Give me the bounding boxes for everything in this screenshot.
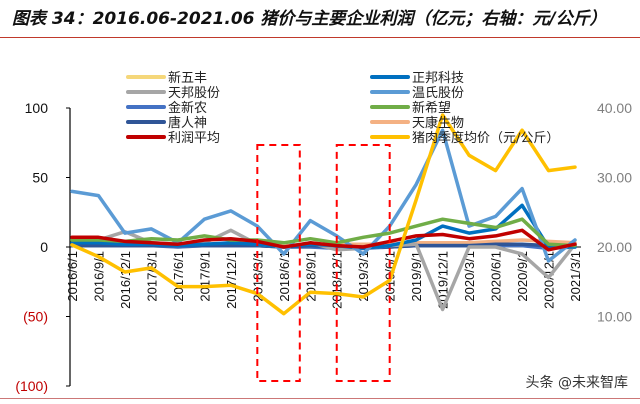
left-axis-tick-label: (100) <box>15 378 48 394</box>
x-axis-tick-label: 2020/3/1 <box>462 251 477 302</box>
right-axis-tick-label: 30.00 <box>597 170 632 186</box>
series-line-4 <box>70 228 577 252</box>
legend-label: 天邦股份 <box>168 86 220 101</box>
series-line-9 <box>70 113 577 316</box>
legend-label: 唐人神 <box>168 115 207 131</box>
right-axis-tick-label: 20.00 <box>597 239 632 255</box>
x-axis-tick-label: 2018/6/1 <box>277 251 292 302</box>
watermark: 头条 @未来智库 <box>525 375 628 391</box>
series-line-6 <box>70 128 577 263</box>
x-axis-tick-label: 2019/12/1 <box>436 251 451 309</box>
x-axis-tick-label: 2020/9/1 <box>515 251 530 302</box>
x-axis-tick-label: 2018/9/1 <box>303 251 318 302</box>
right-axis-tick-label: 40.00 <box>597 100 632 116</box>
legend-label: 天康生物 <box>412 115 464 131</box>
left-axis-tick-label: 100 <box>25 100 49 116</box>
series-line-7 <box>70 217 577 248</box>
legend-label: 新五丰 <box>168 70 207 86</box>
bottom-divider <box>0 398 640 399</box>
title-divider <box>0 37 640 38</box>
x-axis-tick-label: 2016/12/1 <box>118 251 133 309</box>
x-axis-tick-label: 2019/9/1 <box>409 251 424 302</box>
x-axis-tick-label: 2017/3/1 <box>144 251 159 302</box>
x-axis-tick-label: 2017/6/1 <box>171 251 186 302</box>
legend-label: 正邦科技 <box>412 71 464 86</box>
x-axis-tick-label: 2017/9/1 <box>197 251 212 302</box>
left-axis-tick-label: 0 <box>40 239 48 255</box>
x-axis-tick-label: 2016/9/1 <box>91 251 106 302</box>
chart-title: 图表 34：2016.06-2021.06 猪价与主要企业利润（亿元；右轴：元/… <box>12 9 607 29</box>
x-axis-tick-label: 2020/12/1 <box>542 251 557 309</box>
left-axis-tick-label: (50) <box>23 309 48 325</box>
left-axis-tick-label: 50 <box>32 170 48 186</box>
x-axis-tick-label: 2019/3/1 <box>356 251 371 302</box>
legend-label: 利润平均 <box>168 131 220 146</box>
legend-label: 金新农 <box>168 100 207 116</box>
legend-label: 新希望 <box>412 100 451 116</box>
legend-label: 温氏股份 <box>412 86 464 101</box>
x-axis-tick-label: 2020/6/1 <box>489 251 504 302</box>
right-axis-tick-label: 10.00 <box>597 309 632 325</box>
x-axis-tick-label: 2021/3/1 <box>568 251 583 302</box>
x-axis-tick-label: 2016/6/1 <box>65 251 80 302</box>
legend-label: 猪肉季度均价（元/公斤） <box>412 130 559 146</box>
highlight-box <box>335 144 391 382</box>
highlight-box <box>256 144 301 382</box>
x-axis-tick-label: 2017/12/1 <box>224 251 239 309</box>
